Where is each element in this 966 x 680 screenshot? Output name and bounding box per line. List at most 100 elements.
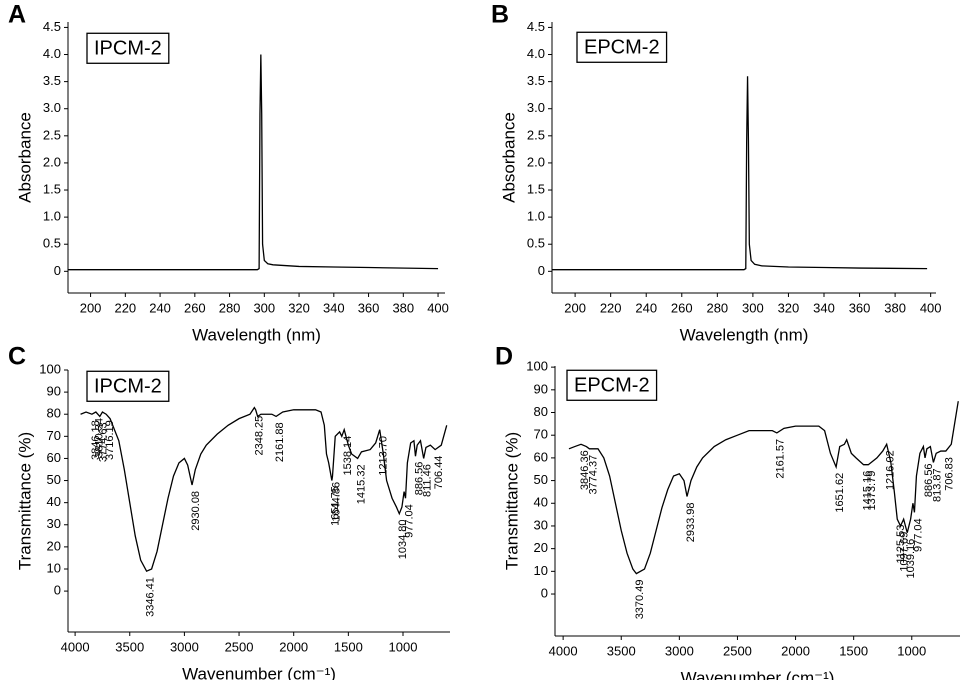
y-tick-label: 1.5 [43,181,61,196]
x-tick-label: 3500 [115,639,144,654]
peak-label: 1415.16 [861,471,873,511]
y-tick-label: 2.0 [527,154,545,169]
peak-label: 1097.69 [898,532,910,572]
sample-label-box [86,370,170,402]
x-tick-label: 280 [219,300,241,315]
y-tick-label: 60 [534,449,548,464]
peak-label: 1644.86 [330,482,342,522]
y-tick-label: 4.5 [43,19,61,34]
x-tick-label: 220 [600,300,622,315]
peak-label: 886.56 [413,462,425,496]
y-tick-label: 2.0 [43,154,61,169]
y-tick-label: 1.0 [527,209,545,224]
sample-label-box [86,32,170,64]
peak-label: 2161.57 [775,439,787,479]
y-tick-label: 80 [47,406,61,421]
x-tick-label: 380 [392,300,414,315]
x-tick-label: 340 [813,300,835,315]
y-tick-label: 0 [54,263,61,278]
y-axis-title: Transmittance (%) [15,432,34,570]
y-tick-label: 3.5 [527,73,545,88]
peak-label: 1415.32 [356,464,368,504]
x-tick-label: 340 [323,300,345,315]
x-tick-label: 200 [80,300,102,315]
x-tick-label: 320 [778,300,800,315]
x-tick-label: 1500 [334,639,363,654]
x-tick-label: 320 [288,300,310,315]
x-tick-label: 260 [184,300,206,315]
y-tick-label: 0 [538,263,545,278]
y-tick-label: 70 [534,427,548,442]
y-tick-label: 100 [39,361,61,376]
y-tick-label: 50 [47,472,61,487]
x-tick-label: 260 [671,300,693,315]
y-axis-title: Absorbance [15,112,34,203]
panel-letter: C [8,343,26,371]
spectrum-line [568,401,959,575]
peak-label: 1651.75 [330,486,342,526]
y-tick-label: 100 [526,359,548,374]
spectrum-line [552,76,928,271]
y-tick-label: 0 [54,583,61,598]
x-tick-label: 380 [884,300,906,315]
x-tick-label: 1000 [897,643,926,658]
y-tick-label: 2.5 [43,127,61,142]
y-tick-label: 4.5 [527,19,545,34]
y-tick-label: 90 [534,381,548,396]
x-axis-title: Wavenumber (cm⁻¹) [182,664,336,680]
x-tick-label: 300 [253,300,275,315]
peak-label: 1216.02 [885,450,897,490]
x-tick-label: 2500 [723,643,752,658]
y-tick-label: 80 [534,404,548,419]
x-tick-label: 3000 [170,639,199,654]
sample-label: EPCM-2 [574,374,650,396]
x-tick-label: 4000 [61,639,90,654]
y-tick-label: 10 [534,563,548,578]
x-tick-label: 4000 [549,643,578,658]
y-tick-label: 20 [47,538,61,553]
peak-label: 706.44 [433,456,445,490]
peak-label: 1039.16 [905,539,917,579]
x-tick-label: 360 [849,300,871,315]
y-tick-label: 40 [47,494,61,509]
y-tick-label: 70 [47,428,61,443]
x-tick-label: 3000 [665,643,694,658]
spectrum-line [80,406,448,573]
y-tick-label: 1.0 [43,209,61,224]
x-tick-label: 1000 [389,639,418,654]
y-axis-title: Absorbance [499,112,518,203]
x-tick-label: 3500 [607,643,636,658]
peak-label: 977.04 [403,504,415,538]
x-tick-label: 2000 [279,639,308,654]
x-tick-label: 1500 [839,643,868,658]
y-tick-label: 60 [47,450,61,465]
sample-label-box [576,31,668,63]
y-tick-label: 20 [534,540,548,555]
sample-label-box [566,369,658,401]
y-tick-label: 10 [47,560,61,575]
x-tick-label: 400 [427,300,449,315]
panel-letter: D [495,343,513,371]
y-tick-label: 0.5 [527,236,545,251]
peak-label: 1651.62 [834,473,846,513]
y-tick-label: 40 [534,495,548,510]
peak-label: 3774.63 [98,422,110,462]
peak-label: 3716.19 [104,420,116,460]
peak-label: 1125.53 [895,525,907,564]
peak-label: 2348.25 [254,416,266,456]
peak-label: 1538.14 [342,436,354,476]
y-tick-label: 2.5 [527,127,545,142]
peak-label: 811.46 [422,464,434,497]
peak-label: 2161.88 [274,422,286,462]
peak-label: 813.87 [931,468,943,502]
x-tick-label: 400 [920,300,942,315]
peak-label: 706.83 [944,457,956,491]
peak-label: 3346.41 [144,577,156,617]
peak-label: 3370.49 [634,580,646,620]
y-axis-title: Transmittance (%) [502,432,521,570]
peak-label: 3846.18 [90,420,102,460]
sample-label: IPCM-2 [94,375,162,397]
peak-label: 3846.36 [579,450,591,490]
peak-label: 1213.70 [378,436,390,476]
